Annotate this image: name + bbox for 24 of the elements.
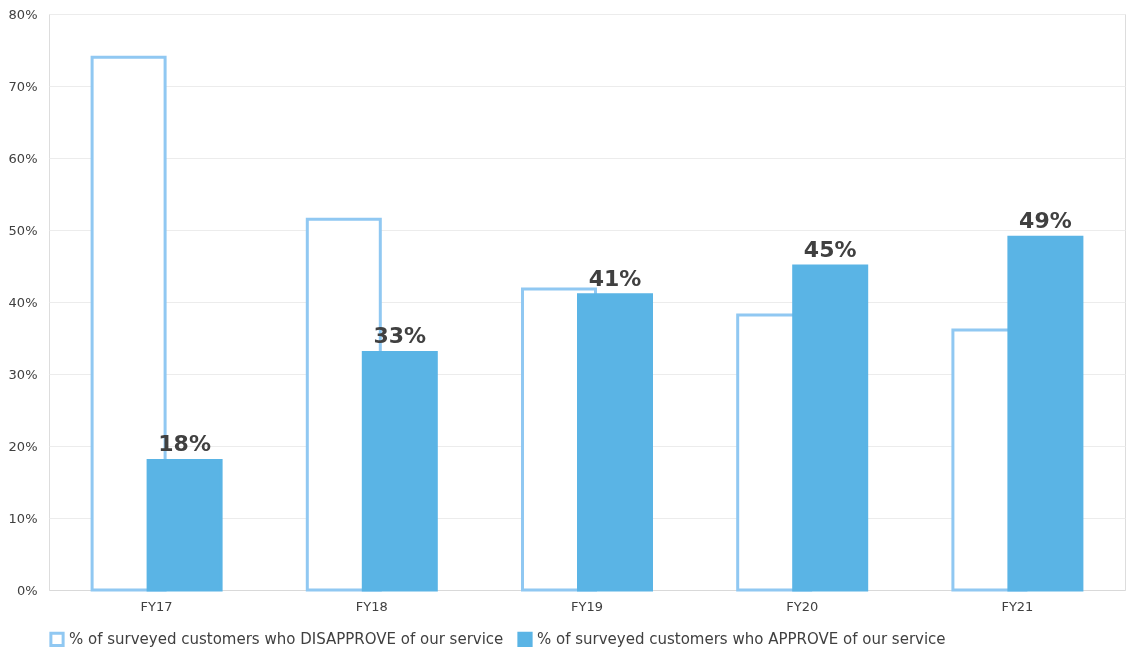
x-tick-label: FY21	[1001, 598, 1034, 614]
bar	[577, 293, 653, 592]
data-label: 45%	[803, 237, 857, 262]
legend-label: % of surveyed customers who APPROVE of our service	[537, 630, 946, 649]
x-tick-label: FY18	[355, 598, 388, 614]
bar	[146, 458, 223, 592]
y-tick-label: 40%	[8, 294, 38, 310]
x-tick-label: FY17	[140, 598, 173, 614]
y-tick-label: 30%	[8, 366, 38, 382]
x-tick-label: FY20	[786, 598, 819, 614]
y-tick-label: 70%	[8, 78, 38, 94]
y-tick-label: 20%	[8, 438, 38, 454]
data-label: 49%	[1019, 208, 1072, 234]
bar	[361, 350, 438, 592]
bar	[792, 264, 869, 592]
bar	[1007, 235, 1084, 592]
legend-label: % of surveyed customers who DISAPPROVE of our service	[69, 630, 504, 649]
x-tick-label: FY19	[571, 598, 603, 614]
y-tick-label: 0%	[16, 582, 38, 598]
y-tick-label: 10%	[8, 510, 38, 526]
y-tick-label: 80%	[8, 6, 38, 22]
y-tick-label: 50%	[8, 222, 38, 238]
data-label: 41%	[588, 265, 642, 291]
y-tick-label: 60%	[8, 150, 38, 166]
